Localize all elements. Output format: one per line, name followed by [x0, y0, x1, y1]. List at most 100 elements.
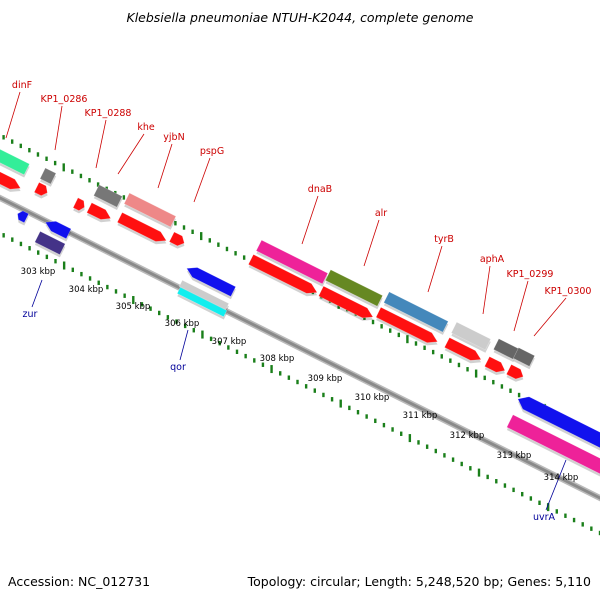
tick-mark-lower — [400, 431, 403, 436]
gene-leader-line — [31, 279, 43, 308]
tick-mark-lower — [495, 479, 498, 484]
tick-mark-upper — [449, 358, 452, 363]
cds-arrow — [505, 364, 524, 380]
tick-mark-lower — [54, 259, 57, 264]
gene-label-dinf: dinF — [12, 80, 32, 91]
tick-mark-lower — [71, 267, 74, 273]
gene-leader-line — [179, 329, 189, 361]
gene-leader-line — [157, 143, 173, 189]
gene-label-khe: khe — [137, 122, 155, 133]
tick-mark-lower — [261, 362, 265, 367]
minus-strand-gene — [176, 286, 228, 318]
tick-mark-lower — [158, 310, 161, 316]
tick-mark-upper — [217, 242, 220, 247]
gene-leader-line — [193, 157, 211, 203]
tick-mark-upper — [466, 367, 469, 372]
tick-mark-lower — [348, 405, 351, 411]
ruler-tick-label: 304 kbp — [69, 285, 104, 295]
gene-block-qor — [186, 267, 237, 297]
tick-mark-lower — [322, 392, 325, 398]
gene-block-kp1-0286 — [39, 167, 57, 185]
gene-label-apha: aphA — [480, 254, 505, 265]
cds-arrow — [318, 285, 374, 319]
cds-arrow — [444, 337, 482, 361]
gene-block-khe — [123, 192, 177, 228]
cds-arrow — [33, 181, 48, 197]
gene-leader-line — [545, 459, 567, 511]
tick-mark-lower — [37, 250, 40, 255]
tick-mark-upper — [492, 379, 495, 385]
gene-block-zur — [17, 210, 30, 224]
tick-mark-lower — [581, 522, 584, 527]
gene-label-yjbn: yjbN — [163, 132, 184, 143]
ruler-tick-label: 313 kbp — [497, 451, 532, 461]
minus-strand-gene — [34, 230, 66, 256]
tick-mark-lower — [365, 414, 368, 419]
gene-label-uvra: uvrA — [533, 512, 556, 523]
tick-mark-lower — [235, 349, 239, 354]
tick-mark-lower — [80, 271, 83, 277]
cds-arrow — [0, 171, 22, 190]
gene-leader-line — [363, 219, 380, 267]
gene-block-dnab — [255, 239, 329, 285]
gene-label-zur: zur — [23, 309, 38, 320]
tick-mark-upper — [234, 251, 237, 256]
tick-mark-upper — [174, 221, 177, 226]
tick-mark-upper — [88, 178, 91, 183]
tick-mark-upper — [225, 246, 229, 252]
tick-mark-lower — [218, 340, 221, 346]
tick-mark-lower — [356, 410, 360, 415]
tick-mark-upper — [199, 232, 203, 241]
tick-mark-lower — [132, 296, 135, 305]
tick-mark-upper — [414, 341, 418, 346]
gene-block-kp1-0300 — [512, 347, 536, 367]
tick-mark-upper — [182, 225, 186, 230]
tick-mark-lower — [538, 500, 541, 505]
tick-mark-upper — [406, 335, 409, 344]
tick-mark-lower — [382, 422, 386, 428]
tick-mark-upper — [380, 324, 383, 329]
tick-mark-lower — [408, 434, 412, 443]
cds-arrow — [247, 254, 318, 294]
gene-label-kp1-0300: KP1_0300 — [545, 286, 592, 297]
ruler-tick-label: 311 kbp — [403, 411, 438, 421]
ruler-tick-label: 305 kbp — [116, 302, 151, 312]
cds-arrow — [86, 202, 112, 220]
gene-label-qor: qor — [170, 362, 186, 373]
tick-mark-upper — [2, 135, 5, 140]
cds-arrow — [484, 356, 506, 373]
tick-mark-upper — [71, 169, 74, 174]
tick-mark-upper — [431, 349, 435, 355]
tick-mark-lower — [97, 280, 100, 285]
backbone — [0, 196, 600, 500]
tick-mark-lower — [339, 399, 342, 408]
tick-mark-lower — [529, 496, 533, 501]
tick-mark-lower — [270, 365, 273, 374]
tick-mark-upper — [457, 362, 461, 368]
ruler-tick-label: 314 kbp — [544, 473, 579, 483]
tick-mark-lower — [244, 353, 247, 359]
tick-mark-lower — [279, 371, 282, 376]
tick-mark-upper — [371, 319, 375, 325]
tick-mark-lower — [486, 474, 489, 480]
tick-mark-lower — [555, 509, 558, 514]
tick-mark-lower — [192, 328, 195, 333]
cds-arrow — [168, 231, 185, 247]
tick-mark-lower — [253, 358, 256, 363]
tick-mark-lower — [209, 336, 213, 342]
tick-mark-lower — [477, 468, 481, 477]
tick-mark-upper — [440, 354, 443, 359]
gene-leader-line — [301, 195, 319, 245]
tick-mark-lower — [114, 289, 118, 294]
gene-leader-line — [513, 280, 529, 332]
gene-leader-line — [54, 105, 63, 151]
tick-mark-upper — [28, 147, 31, 153]
tick-mark-lower — [201, 330, 204, 339]
tick-mark-lower — [88, 276, 92, 281]
tick-mark-upper — [45, 156, 48, 161]
tick-mark-lower — [451, 457, 455, 462]
tick-mark-upper — [10, 139, 14, 144]
tick-mark-lower — [227, 345, 230, 350]
tick-mark-lower — [425, 444, 429, 449]
